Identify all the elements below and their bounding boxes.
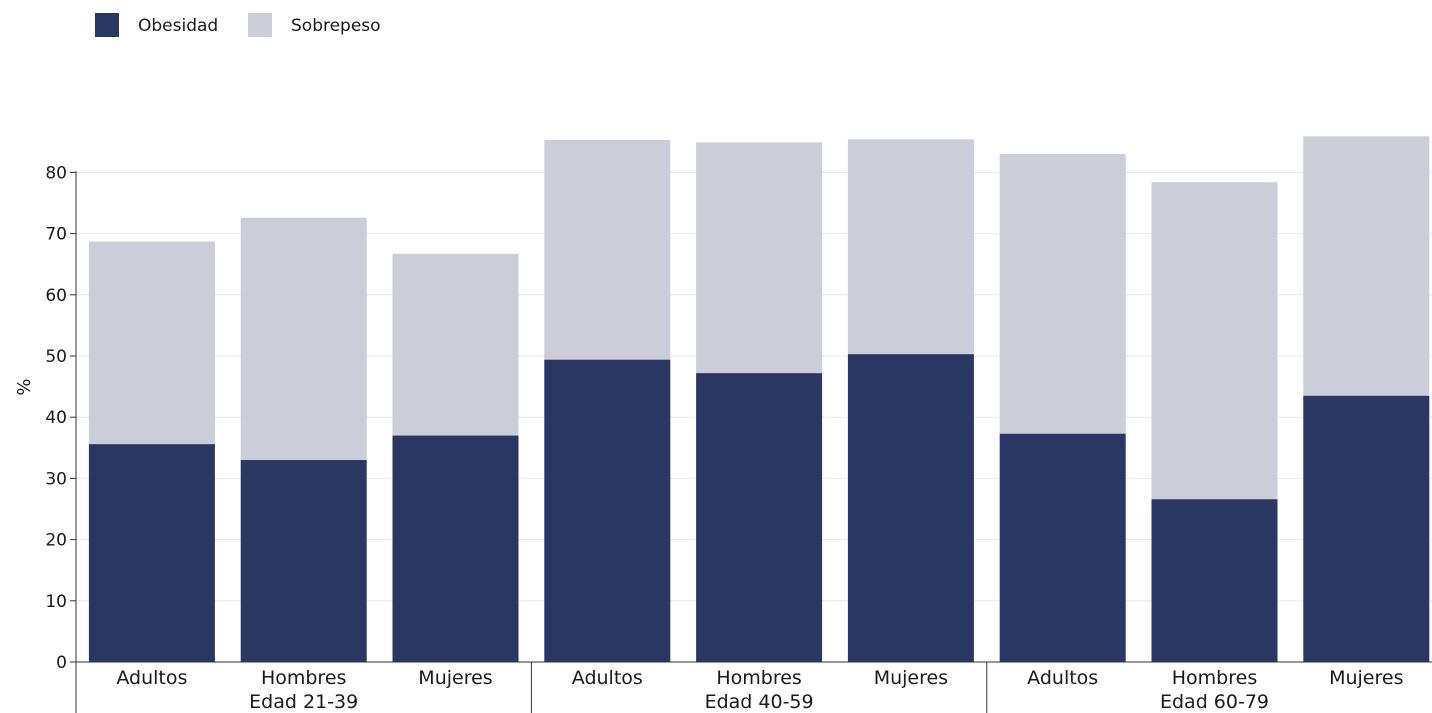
bar-obesidad xyxy=(392,435,519,662)
axes: 0 10 20 30 40 50 60 70 80 Adultos Hombres Mujeres Ad… xyxy=(45,163,1432,713)
x-category-label: Adultos xyxy=(572,667,643,689)
bar-sobrepeso xyxy=(1151,182,1278,500)
x-category-label: Mujeres xyxy=(1329,667,1403,689)
x-group-label: Edad 21-39 xyxy=(249,691,358,713)
legend-swatch-obesidad xyxy=(95,13,119,37)
bar-obesidad xyxy=(1151,499,1278,662)
bar-obesidad xyxy=(999,433,1126,662)
legend-label: Sobrepeso xyxy=(291,16,381,36)
bar-obesidad xyxy=(240,460,367,662)
bar-sobrepeso xyxy=(544,139,671,360)
x-category-label: Adultos xyxy=(1027,667,1098,689)
y-tick-label: 0 xyxy=(56,653,67,673)
bars xyxy=(88,136,1430,662)
legend-swatch-sobrepeso xyxy=(248,13,272,37)
y-tick-label: 50 xyxy=(45,347,67,367)
bar-obesidad xyxy=(696,373,823,662)
x-category-label: Hombres xyxy=(1172,667,1257,689)
y-axis-label: % xyxy=(14,378,35,395)
bar-sobrepeso xyxy=(1303,136,1430,396)
x-category-label: Hombres xyxy=(261,667,346,689)
bar-obesidad xyxy=(847,354,974,662)
bar-sobrepeso xyxy=(88,241,215,445)
y-tick-label: 10 xyxy=(45,592,67,612)
y-tick-label: 20 xyxy=(45,531,67,551)
y-tick-label: 60 xyxy=(45,286,67,306)
bar-obesidad xyxy=(88,444,215,662)
bar-obesidad xyxy=(1303,395,1430,662)
x-group-label: Edad 60-79 xyxy=(1160,691,1269,713)
y-tick-label: 80 xyxy=(45,163,67,183)
bar-obesidad xyxy=(544,359,671,662)
bar-sobrepeso xyxy=(240,217,367,461)
bar-sobrepeso xyxy=(696,142,823,374)
x-category-label: Adultos xyxy=(116,667,187,689)
x-category-label: Mujeres xyxy=(874,667,948,689)
x-group-label: Edad 40-59 xyxy=(705,691,814,713)
legend: Obesidad Sobrepeso xyxy=(95,13,381,37)
bar-sobrepeso xyxy=(847,139,974,355)
x-category-label: Mujeres xyxy=(418,667,492,689)
y-tick-label: 40 xyxy=(45,408,67,428)
bar-sobrepeso xyxy=(392,253,519,436)
x-category-label: Hombres xyxy=(716,667,801,689)
legend-label: Obesidad xyxy=(138,16,218,36)
bar-sobrepeso xyxy=(999,154,1126,434)
y-tick-label: 70 xyxy=(45,225,67,245)
y-tick-label: 30 xyxy=(45,469,67,489)
